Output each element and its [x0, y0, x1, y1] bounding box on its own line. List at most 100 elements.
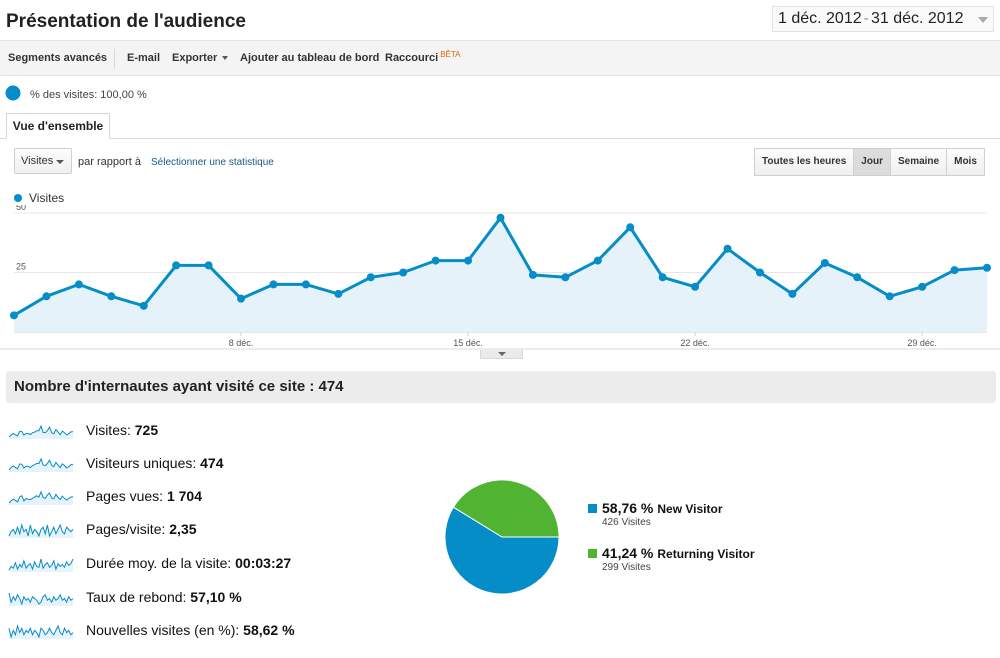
sparkline-area [9, 459, 73, 472]
data-point [755, 268, 764, 277]
data-point [528, 270, 537, 279]
pie-legend-returning-visitor: 41,24 % Returning Visitor 299 Visites [588, 545, 755, 573]
caret-down-icon [222, 56, 229, 61]
sparkline-line [8, 558, 74, 571]
data-point [399, 268, 408, 277]
metric-value: 474 [200, 455, 224, 471]
sparkline-line [8, 490, 74, 504]
select-metric-link[interactable]: Sélectionner une statistique [151, 157, 274, 168]
add-to-dashboard-button[interactable]: Ajouter au tableau de bord [240, 52, 380, 64]
period-button-week[interactable]: Semaine [889, 148, 948, 176]
data-point [301, 280, 310, 289]
data-point [10, 311, 18, 320]
metric-label: Pages vues: 1 704 [86, 488, 202, 504]
metric-value: 57,10 % [190, 589, 242, 605]
toolbar: Segments avancés E-mail Exporter Ajouter… [0, 40, 1000, 76]
data-point [172, 261, 181, 270]
data-point [366, 273, 375, 282]
metric-row[interactable]: Visiteurs uniques: 474 [8, 454, 408, 476]
data-point [820, 258, 829, 267]
period-button-month[interactable]: Mois [946, 148, 985, 176]
pie-slice [444, 506, 560, 595]
metric-name: Visites: [86, 422, 131, 438]
chart-legend: Visites [14, 191, 64, 205]
date-range-end: 31 déc. 2012 [870, 10, 964, 27]
segment-pie-icon [5, 85, 21, 101]
metric-name: Taux de rebond: [86, 589, 187, 605]
x-tick-label: 22 déc. [680, 338, 710, 348]
data-point [237, 294, 246, 303]
sparkline-icon [8, 457, 74, 472]
x-tick-label: 15 déc. [453, 338, 483, 348]
metric-row[interactable]: Taux de rebond: 57,10 % [8, 588, 408, 610]
metric-label: Pages/visite: 2,35 [86, 521, 197, 537]
metric-value: 58,62 % [243, 622, 295, 638]
y-tick-label: 25 [16, 262, 26, 272]
pie-name: Returning Visitor [657, 547, 755, 561]
period-button-day[interactable]: Jour [853, 148, 891, 176]
tabs-baseline [0, 138, 1000, 139]
tab-overview[interactable]: Vue d'ensemble [6, 113, 110, 139]
metric-value: 725 [134, 422, 159, 438]
legend-series-label: Visites [29, 191, 65, 205]
metric-name: Visiteurs uniques: [86, 455, 197, 471]
data-point [593, 256, 602, 265]
x-tick-label: 29 déc. [907, 338, 937, 348]
shortcut-button[interactable]: Raccourci BÊTA [385, 50, 461, 64]
data-point [464, 256, 473, 265]
metric-name: Pages/visite: [86, 521, 166, 537]
date-range-separator: - [863, 10, 869, 27]
sparkline-icon [8, 523, 74, 538]
data-point [139, 301, 148, 310]
pie-slice [452, 479, 560, 538]
metric-row[interactable]: Visites: 725 [8, 421, 408, 443]
visits-line-chart: 25 50 8 déc. 15 déc. 22 déc. 29 déc. [0, 205, 1000, 350]
metric-row[interactable]: Durée moy. de la visite: 00:03:27 [8, 554, 408, 576]
sparkline-icon [8, 558, 74, 572]
metric-row[interactable]: Pages/visite: 2,35 [8, 520, 408, 542]
sparkline-area [9, 525, 73, 538]
metric-name: Pages vues: [86, 488, 164, 504]
data-point [334, 289, 343, 298]
metric-value: 1 704 [166, 488, 202, 504]
sparkline-icon [8, 592, 74, 606]
period-button-hourly[interactable]: Toutes les heures [754, 148, 855, 176]
sparkline-line [8, 424, 74, 438]
caret-down-icon [498, 352, 506, 356]
metric-value: 2,35 [169, 521, 197, 537]
page-title: Présentation de l'audience [6, 11, 246, 32]
data-point [561, 273, 570, 282]
data-point [42, 292, 51, 301]
chevron-down-icon [978, 17, 988, 23]
shortcut-label: Raccourci [385, 52, 439, 64]
data-point [918, 282, 927, 291]
pie-name: New Visitor [657, 502, 723, 516]
metric-row[interactable]: Nouvelles visites (en %): 58,62 % [8, 621, 408, 643]
data-point [691, 282, 700, 291]
sparkline-area [9, 492, 73, 505]
metric-row[interactable]: Pages vues: 1 704 [8, 487, 408, 509]
sparkline-line [8, 457, 74, 471]
export-label: Exporter [172, 52, 218, 64]
chart-expand-tab[interactable] [480, 350, 523, 359]
data-point [788, 289, 797, 298]
pie-percent: 41,24 % [602, 545, 654, 561]
data-point [950, 266, 959, 275]
legend-dot-icon [14, 193, 22, 202]
metric-label: Visiteurs uniques: 474 [86, 455, 224, 471]
data-point [626, 223, 635, 232]
advanced-segments-button[interactable]: Segments avancés [8, 52, 108, 64]
export-button[interactable]: Exporter [172, 52, 229, 64]
sparkline-area [9, 559, 73, 572]
y-tick-label: 50 [16, 205, 26, 212]
metric-select-value: Visites [21, 155, 54, 167]
series-area [14, 217, 987, 332]
email-button[interactable]: E-mail [127, 52, 161, 64]
visitor-type-pie-chart [444, 479, 560, 595]
metric-value: 00:03:27 [235, 555, 292, 571]
metric-label: Visites: 725 [86, 422, 158, 438]
metric-select[interactable]: Visites [14, 148, 72, 174]
period-toggle-group: Toutes les heures Jour Semaine Mois [754, 148, 985, 176]
date-range-picker[interactable]: 1 déc. 2012-31 déc. 2012 [772, 6, 994, 32]
compare-label: par rapport à [78, 156, 141, 168]
